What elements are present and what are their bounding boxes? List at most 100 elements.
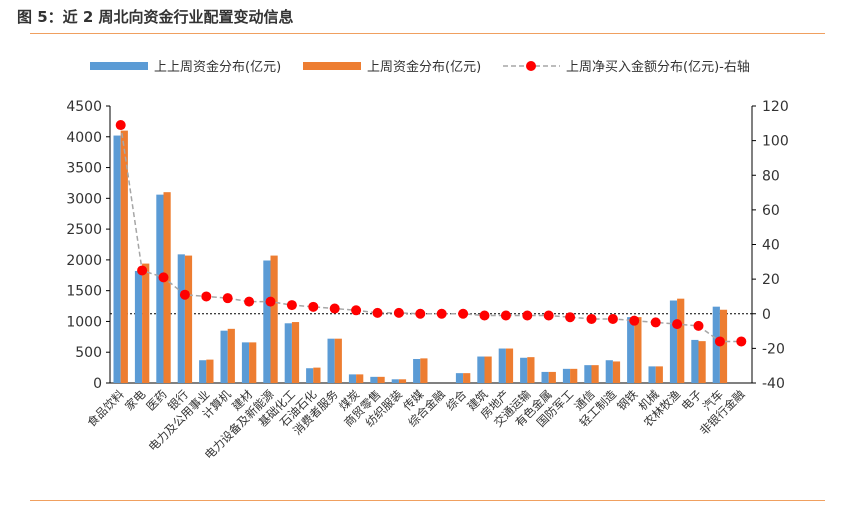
bar-prev1-11 (334, 338, 342, 383)
bar-prev1-10 (313, 367, 321, 383)
bar-prev1-18 (484, 356, 492, 383)
bar-prev2-26 (648, 366, 656, 383)
right-axis-tick-label: 0 (762, 307, 771, 323)
legend-label-net: 上周净买入金额分布(亿元)-右轴 (566, 59, 750, 75)
bar-prev2-27 (669, 300, 678, 383)
bar-prev2-21 (541, 371, 549, 383)
net-buy-point-14 (393, 307, 404, 318)
right-axis-tick-label: 100 (762, 134, 789, 150)
net-buy-point-9 (286, 300, 297, 311)
net-buy-point-22 (565, 312, 576, 323)
left-axis-tick-label: 4500 (66, 99, 102, 115)
left-axis-tick-label: 500 (75, 345, 102, 361)
bar-prev1-13 (377, 376, 385, 383)
right-axis-tick-label: 60 (762, 203, 780, 219)
bar-prev1-19 (505, 348, 514, 383)
net-buy-point-23 (586, 313, 597, 324)
left-axis-tick-label: 2000 (66, 253, 102, 269)
title-divider (30, 33, 825, 34)
bar-prev1-20 (527, 357, 535, 383)
net-buy-point-13 (372, 307, 383, 318)
bar-prev2-8 (263, 260, 271, 383)
bar-prev2-19 (498, 348, 506, 383)
bar-prev1-22 (570, 368, 578, 383)
bar-prev2-11 (327, 338, 335, 383)
legend-swatch-prev2 (90, 62, 148, 70)
category-label: 综合 (443, 387, 470, 414)
right-axis-tick-label: 80 (762, 168, 780, 184)
bar-prev2-18 (477, 356, 485, 383)
net-buy-point-28 (693, 320, 704, 331)
net-buy-point-19 (500, 310, 511, 321)
bar-prev2-4 (177, 254, 185, 383)
bar-prev1-24 (612, 361, 621, 383)
right-axis-tick-label: -40 (762, 376, 785, 392)
bar-prev1-23 (591, 365, 599, 383)
net-buy-point-17 (458, 308, 469, 319)
bar-prev1-17 (463, 373, 471, 383)
bar-prev1-29 (719, 309, 728, 383)
bar-prev2-13 (370, 376, 378, 383)
net-buy-point-25 (629, 315, 640, 326)
legend-marker-net (526, 61, 536, 71)
right-axis-tick-label: -20 (762, 341, 785, 357)
bar-prev2-12 (348, 374, 357, 383)
bar-prev1-9 (291, 322, 300, 383)
net-buy-point-16 (436, 308, 447, 319)
bar-prev1-26 (655, 366, 663, 383)
net-buy-point-20 (522, 310, 533, 321)
bar-prev2-5 (199, 360, 207, 383)
bar-prev1-2 (142, 263, 150, 383)
right-axis-tick-label: 20 (762, 272, 780, 288)
bar-prev1-27 (677, 298, 685, 383)
bar-prev1-15 (420, 358, 428, 383)
net-buy-point-26 (650, 317, 661, 328)
legend-swatch-prev1 (303, 62, 361, 70)
net-buy-point-27 (672, 319, 683, 330)
net-buy-point-7 (244, 296, 255, 307)
right-axis-tick-label: 120 (762, 99, 789, 115)
bar-prev2-1 (113, 135, 121, 383)
bar-prev2-25 (627, 317, 635, 383)
net-buy-point-2 (137, 265, 148, 276)
category-label: 食品饮料 (84, 387, 127, 430)
left-axis-tick-label: 2500 (66, 222, 102, 238)
bottom-divider (30, 500, 825, 501)
net-buy-point-5 (201, 291, 212, 302)
left-axis-tick-label: 1500 (66, 284, 102, 300)
net-buy-point-29 (714, 336, 725, 347)
bar-prev1-7 (249, 342, 257, 383)
bar-prev1-21 (548, 371, 556, 383)
legend-label-prev2: 上上周资金分布(亿元) (154, 59, 281, 75)
bar-prev2-22 (562, 368, 571, 383)
bar-prev2-9 (284, 323, 292, 383)
net-buy-point-30 (736, 336, 747, 347)
bar-prev2-24 (605, 360, 613, 383)
net-buy-point-4 (179, 289, 190, 300)
figure-title: 图 5：近 2 周北向资金行业配置变动信息 (17, 8, 294, 26)
bar-prev2-28 (691, 339, 699, 383)
bar-prev2-3 (156, 194, 164, 383)
category-label: 家电 (122, 387, 149, 414)
left-axis-tick-label: 3000 (66, 191, 102, 207)
category-label: 医药 (143, 387, 169, 413)
bar-prev1-6 (227, 328, 235, 383)
bar-prev2-7 (241, 342, 250, 383)
bar-prev2-2 (134, 270, 143, 383)
bar-prev2-20 (520, 357, 528, 383)
bar-prev2-14 (391, 379, 399, 383)
bar-prev1-1 (120, 130, 128, 383)
net-buy-point-18 (479, 310, 490, 321)
net-buy-point-11 (329, 303, 340, 314)
net-buy-point-1 (115, 120, 126, 131)
bar-prev2-6 (220, 330, 228, 383)
right-axis-tick-label: 40 (762, 238, 780, 254)
net-buy-point-3 (158, 272, 169, 283)
bar-prev2-15 (413, 358, 421, 383)
net-buy-line (119, 124, 742, 343)
category-label: 电子 (678, 387, 704, 413)
net-buy-point-15 (415, 308, 426, 319)
bar-prev2-10 (306, 368, 314, 383)
bar-prev1-5 (206, 359, 214, 383)
